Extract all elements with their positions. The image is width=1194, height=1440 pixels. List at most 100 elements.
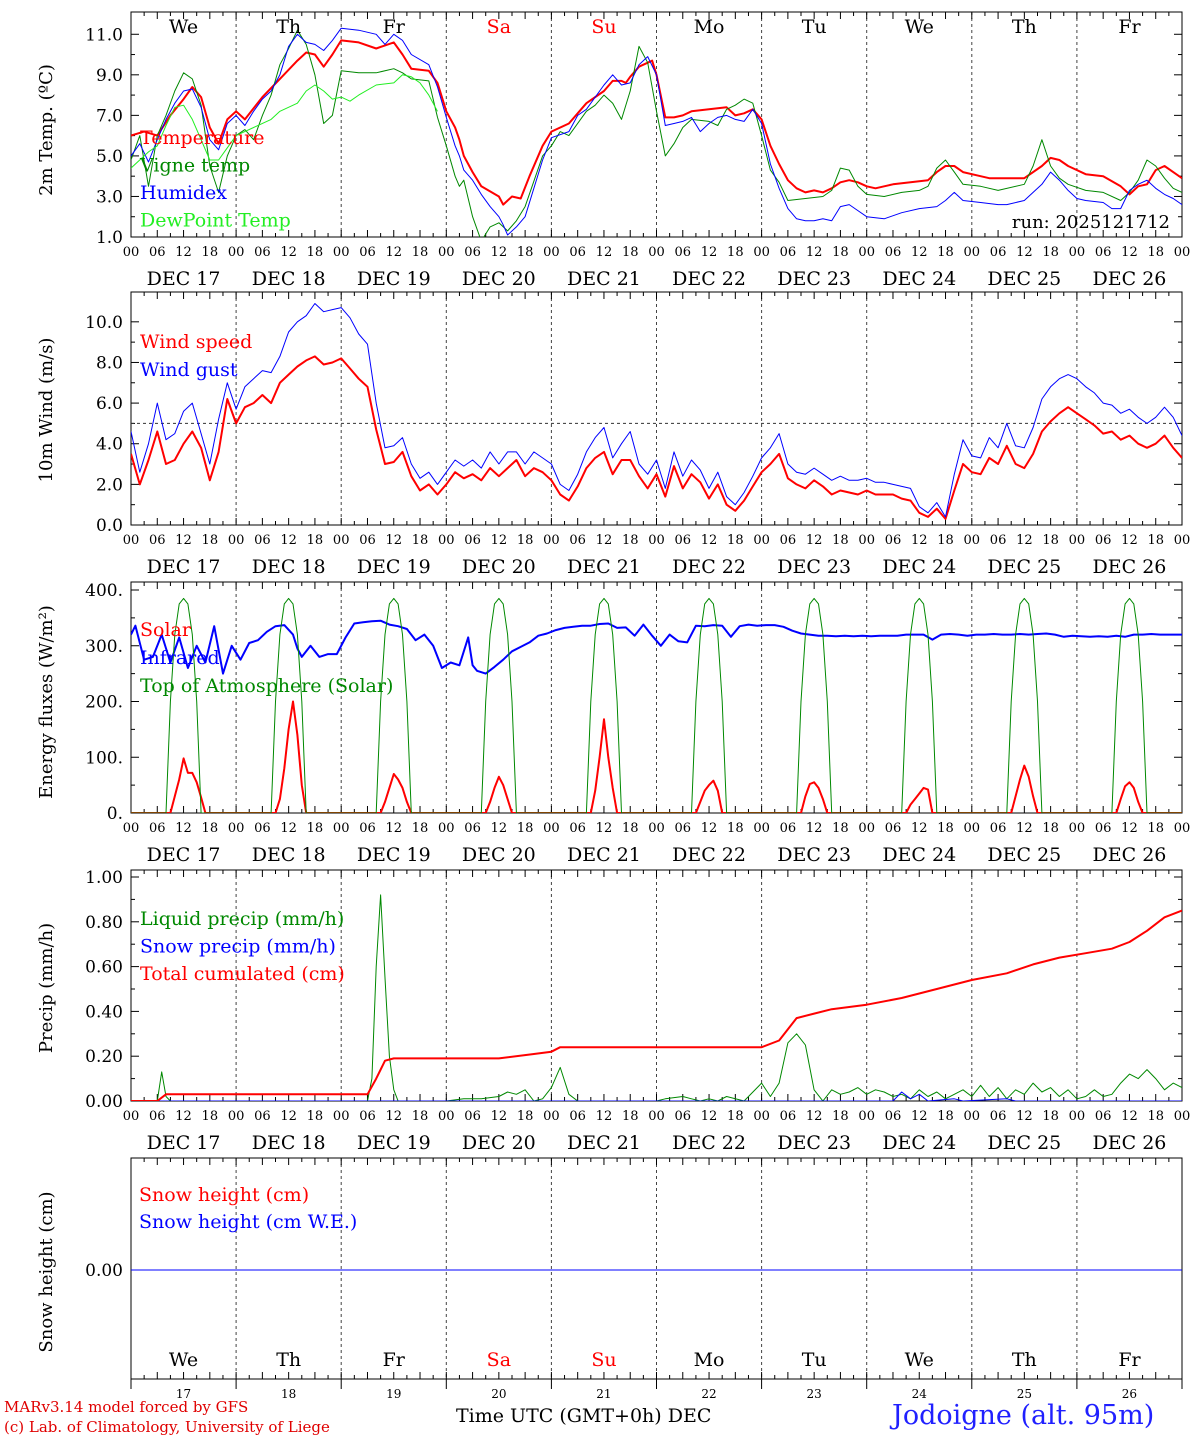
hour-tick-label: 18 (622, 821, 639, 836)
hour-tick-label: 06 (149, 1109, 166, 1124)
hour-tick-label: 06 (990, 821, 1007, 836)
hour-tick-label: 06 (1095, 533, 1112, 548)
hour-tick-label: 06 (254, 1109, 271, 1124)
hour-tick-label: 06 (780, 533, 797, 548)
hour-tick-label: 00 (543, 533, 560, 548)
hour-tick-label: 12 (175, 1109, 192, 1124)
precip-y-axis-label: Precip (mm/h) (36, 923, 57, 1053)
time-axis-label: Time UTC (GMT+0h) DEC (456, 1405, 711, 1427)
hour-tick-label: 00 (858, 1109, 875, 1124)
hour-tick-label: 00 (1174, 245, 1191, 260)
hour-tick-label: 06 (254, 533, 271, 548)
hour-tick-label: 00 (228, 533, 245, 548)
y-tick-label: 8.0 (96, 353, 123, 373)
hour-tick-label: 18 (517, 533, 534, 548)
energy-legend-infrared: Infrared (140, 647, 220, 669)
hour-tick-label: 12 (806, 821, 823, 836)
precip-series-snow-precip-mm-h- (131, 1091, 1182, 1101)
date-label: DEC 21 (567, 556, 641, 578)
hour-tick-label: 06 (254, 245, 271, 260)
hour-tick-label: 12 (701, 821, 718, 836)
hour-tick-label: 18 (202, 821, 219, 836)
hour-tick-label: 12 (491, 821, 508, 836)
hour-tick-label: 18 (727, 533, 744, 548)
weekday-label-top: Th (276, 16, 301, 38)
hour-tick-label: 12 (806, 533, 823, 548)
weekday-label-bottom: Fr (383, 1349, 406, 1371)
temp-legend-dewpoint-temp: DewPoint Temp (140, 210, 291, 232)
weekday-label-top: Tu (802, 16, 827, 38)
date-label: DEC 24 (882, 556, 956, 578)
date-label: DEC 23 (777, 268, 851, 290)
day-number-label: 20 (491, 1387, 506, 1401)
month-label: DEC (667, 1405, 712, 1427)
hour-tick-label: 18 (1042, 533, 1059, 548)
hour-tick-label: 00 (858, 245, 875, 260)
temp-legend-vigne-temp: Vigne temp (139, 155, 250, 177)
hour-tick-label: 00 (1174, 821, 1191, 836)
hour-tick-label: 18 (1147, 533, 1164, 548)
hour-tick-label: 18 (517, 1109, 534, 1124)
weekday-label-top: Sa (487, 16, 511, 38)
time-axis-caption: Time UTC (GMT+0h) (456, 1405, 662, 1427)
y-tick-label: 300. (85, 637, 123, 657)
hour-tick-label: 06 (885, 245, 902, 260)
hour-tick-label: 00 (648, 1109, 665, 1124)
hour-tick-label: 06 (1095, 821, 1112, 836)
temp-legend-temperature: Temperature (140, 127, 264, 149)
date-label: DEC 24 (882, 268, 956, 290)
snow-legend-snow-height-cm-w-e-: Snow height (cm W.E.) (139, 1211, 357, 1233)
run-annotation: run: 2025121712 (1012, 212, 1170, 233)
hour-tick-label: 12 (596, 1109, 613, 1124)
hour-tick-label: 12 (1016, 533, 1033, 548)
hour-tick-label: 00 (438, 1109, 455, 1124)
energy-series-top-of-atmosphere-solar- (131, 597, 1182, 813)
hour-tick-label: 00 (333, 821, 350, 836)
day-number-label: 24 (912, 1387, 928, 1401)
hour-tick-label: 18 (412, 245, 429, 260)
hour-tick-label: 00 (964, 821, 981, 836)
hour-tick-label: 18 (412, 821, 429, 836)
hour-tick-label: 00 (1174, 533, 1191, 548)
hour-tick-label: 00 (858, 821, 875, 836)
energy-legend-solar: Solar (140, 619, 192, 641)
hour-tick-label: 00 (964, 533, 981, 548)
hour-tick-label: 18 (937, 821, 954, 836)
hour-tick-label: 06 (990, 1109, 1007, 1124)
hour-tick-label: 06 (149, 821, 166, 836)
temp-series-humidex (131, 27, 1182, 236)
weekday-label-top: Su (591, 16, 616, 38)
hour-tick-label: 06 (569, 1109, 586, 1124)
weekday-label-bottom: Fr (1118, 1349, 1141, 1371)
hour-tick-label: 18 (727, 245, 744, 260)
weekday-label-top: Fr (1118, 16, 1141, 38)
date-label: DEC 18 (252, 268, 326, 290)
date-label: DEC 21 (567, 844, 641, 866)
hour-tick-label: 00 (228, 1109, 245, 1124)
hour-tick-label: 06 (359, 245, 376, 260)
hour-tick-label: 18 (832, 821, 849, 836)
date-label: DEC 25 (987, 1132, 1061, 1154)
y-tick-label: 1.0 (96, 228, 123, 248)
y-tick-label: 3.0 (96, 187, 123, 207)
date-label: DEC 19 (357, 556, 431, 578)
hour-tick-label: 18 (202, 1109, 219, 1124)
hour-tick-label: 18 (1147, 245, 1164, 260)
date-label: DEC 21 (567, 1132, 641, 1154)
y-tick-label: 6.0 (96, 394, 123, 414)
hour-tick-label: 06 (359, 1109, 376, 1124)
day-number-label: 23 (807, 1387, 822, 1401)
hour-tick-label: 00 (123, 245, 140, 260)
snow-legend-snow-height-cm-: Snow height (cm) (139, 1184, 309, 1206)
hour-tick-label: 18 (307, 245, 324, 260)
hour-tick-label: 18 (1042, 821, 1059, 836)
weekday-label-bottom: Tu (802, 1349, 827, 1371)
y-tick-label: 0.00 (85, 1261, 123, 1281)
hour-tick-label: 12 (280, 1109, 297, 1124)
y-tick-label: 200. (85, 693, 123, 713)
y-tick-label: 0.00 (85, 1092, 123, 1112)
weekday-label-bottom: Su (591, 1349, 616, 1371)
hour-tick-label: 00 (648, 533, 665, 548)
hour-tick-label: 06 (675, 245, 692, 260)
